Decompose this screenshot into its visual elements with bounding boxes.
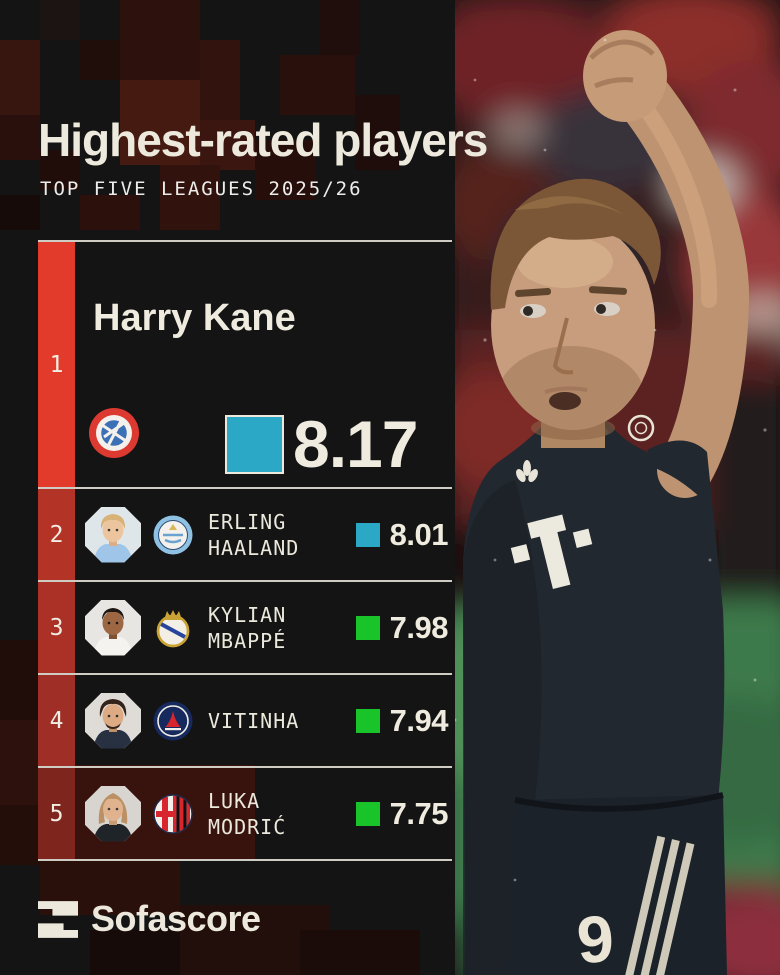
player-last-name: MBAPPÉ — [208, 628, 287, 653]
rank-number: 1 — [38, 242, 75, 487]
telekom-logo — [510, 514, 593, 589]
rating-value: 8.01 — [389, 516, 449, 552]
player-avatar — [85, 785, 141, 842]
player-row-5: 5 — [38, 766, 452, 859]
player-name: ERLING HAALAND — [208, 509, 333, 561]
rating-square-icon — [355, 708, 380, 733]
rating: 7.75 — [355, 795, 449, 832]
rain-specks — [455, 38, 767, 882]
bayern-crest-mark — [627, 414, 655, 442]
player-name: KYLIAN MBAPPÉ — [208, 602, 333, 654]
rating-square-icon — [225, 414, 284, 474]
adidas-stripes — [624, 835, 695, 975]
rating: 7.94 — [355, 702, 449, 739]
rating-square-icon — [355, 615, 380, 640]
rating-square-icon — [355, 522, 380, 547]
rating-value: 7.98 — [389, 609, 449, 645]
rating-value: 7.75 — [389, 795, 449, 831]
rank-number: 2 — [38, 489, 75, 580]
brand-wordmark: Sofascore — [91, 898, 261, 939]
ranking-list: 1 Harry Kane — [38, 240, 452, 861]
rank-number: 3 — [38, 582, 75, 673]
player-last-name: MODRIĆ — [208, 814, 287, 839]
player-first-name: VITINHA — [208, 708, 300, 733]
player-name: Harry Kane — [93, 297, 296, 339]
rating-value: 8.17 — [293, 407, 418, 481]
real-madrid-badge-icon — [153, 608, 193, 648]
rating: 8.01 — [355, 516, 449, 553]
shorts — [507, 795, 727, 975]
player-name: LUKA MODRIĆ — [208, 788, 333, 840]
sofascore-logo-icon — [38, 900, 78, 938]
player-last-name: Kane — [202, 297, 296, 339]
adidas-logo-mark — [516, 460, 538, 482]
player-first-name: KYLIAN — [208, 602, 287, 627]
bayern-munich-badge-icon — [88, 407, 140, 459]
kane-figure: 9 — [463, 30, 750, 975]
rank-number: 4 — [38, 675, 75, 766]
player-row-2: 2 — [38, 487, 452, 580]
player-avatar — [85, 692, 141, 749]
player-row-4: 4 — [38, 673, 452, 766]
rank-number: 5 — [38, 768, 75, 859]
rating: 7.98 — [355, 609, 449, 646]
player-row-1: 1 Harry Kane — [38, 240, 452, 487]
player-name: VITINHA — [208, 708, 333, 734]
kane-photo: 9 — [455, 0, 780, 975]
player-row-3: 3 — [38, 580, 452, 673]
brand-footer: Sofascore — [38, 898, 261, 940]
player-first-name: LUKA — [208, 788, 261, 813]
shirt-number: 9 — [574, 901, 616, 975]
rating-value: 7.94 — [389, 702, 449, 738]
player-avatar — [85, 506, 141, 563]
ac-milan-badge-icon — [153, 793, 193, 834]
psg-badge-icon — [153, 701, 193, 741]
rating: 8.17 — [225, 407, 418, 481]
fist — [583, 30, 667, 122]
player-first-name: ERLING — [208, 509, 287, 534]
player-first-name: Harry — [93, 297, 193, 339]
rating-square-icon — [355, 801, 380, 826]
player-last-name: HAALAND — [208, 535, 300, 560]
page-subtitle: TOP FIVE LEAGUES 2025/26 — [40, 178, 363, 200]
player-avatar — [85, 599, 141, 656]
manchester-city-badge-icon — [153, 515, 193, 555]
page-title: Highest-rated players — [38, 114, 488, 166]
